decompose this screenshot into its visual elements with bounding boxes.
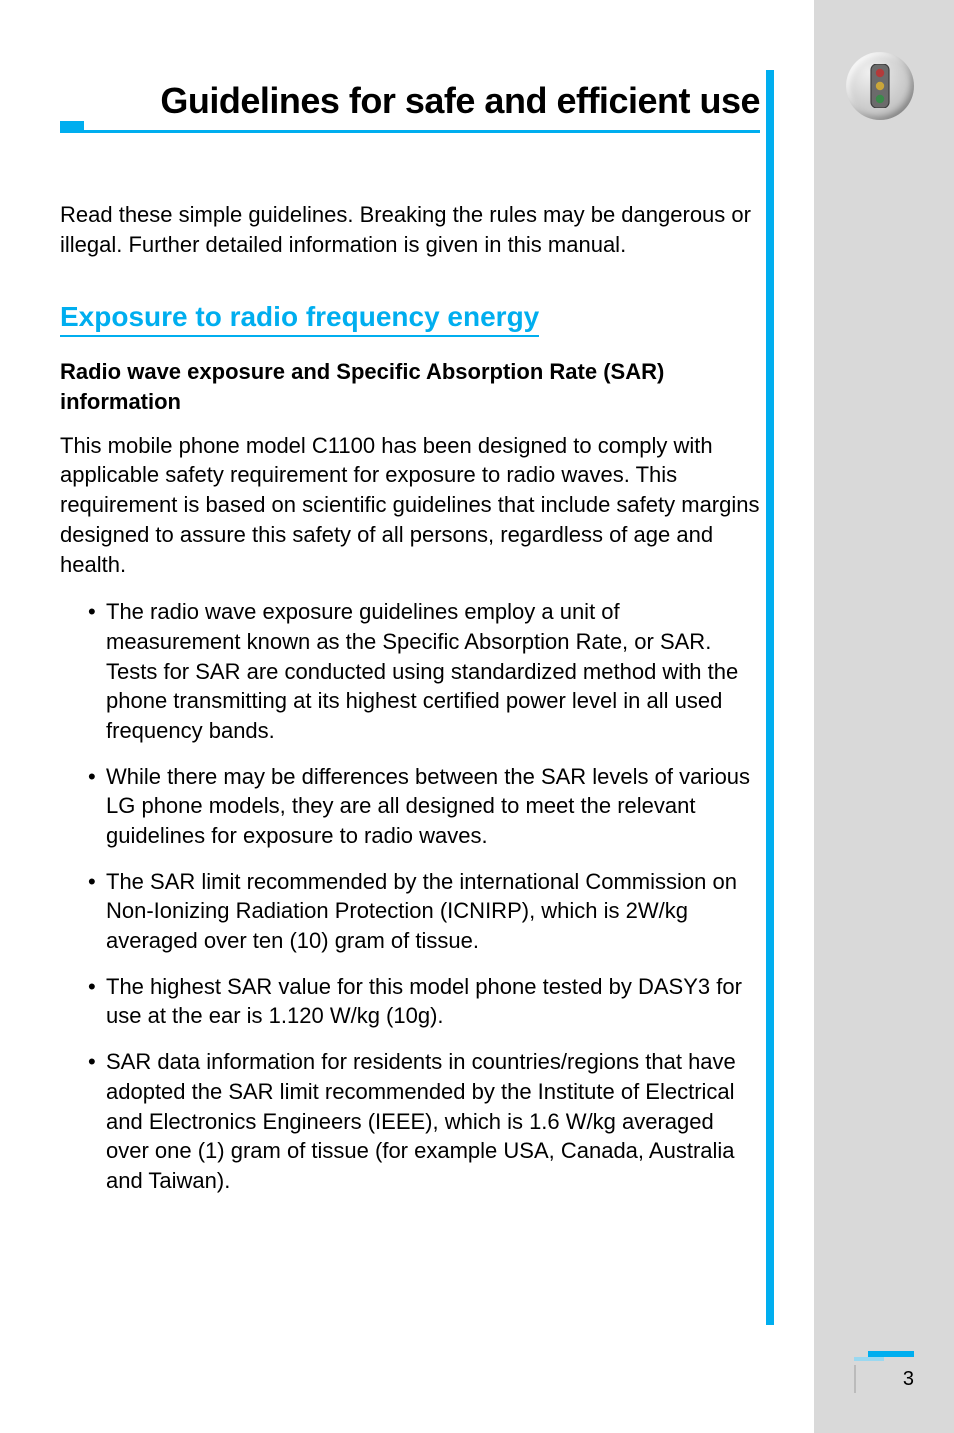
bullet-list: The radio wave exposure guidelines emplo… <box>60 597 760 1195</box>
intro-paragraph: Read these simple guidelines. Breaking t… <box>60 200 760 259</box>
page-number: 3 <box>854 1365 914 1393</box>
list-item: While there may be differences between t… <box>88 762 760 851</box>
page-title-wrap: Guidelines for safe and efficient use <box>60 80 760 133</box>
page-number-wrap: 3 <box>854 1351 914 1393</box>
accent-vertical-line <box>766 70 774 1325</box>
page-title: Guidelines for safe and efficient use <box>60 80 760 122</box>
section-subheading: Radio wave exposure and Specific Absorpt… <box>60 357 760 416</box>
list-item: The radio wave exposure guidelines emplo… <box>88 597 760 745</box>
list-item: The SAR limit recommended by the interna… <box>88 867 760 956</box>
main-content: Read these simple guidelines. Breaking t… <box>60 200 760 1212</box>
list-item: SAR data information for residents in co… <box>88 1047 760 1195</box>
traffic-light-icon <box>846 52 914 120</box>
section-paragraph: This mobile phone model C1100 has been d… <box>60 431 760 579</box>
title-underline-tick <box>60 121 84 133</box>
list-item: The highest SAR value for this model pho… <box>88 972 760 1031</box>
page-number-decoration <box>854 1351 914 1361</box>
section-title: Exposure to radio frequency energy <box>60 301 539 337</box>
right-sidebar-band <box>814 0 954 1433</box>
